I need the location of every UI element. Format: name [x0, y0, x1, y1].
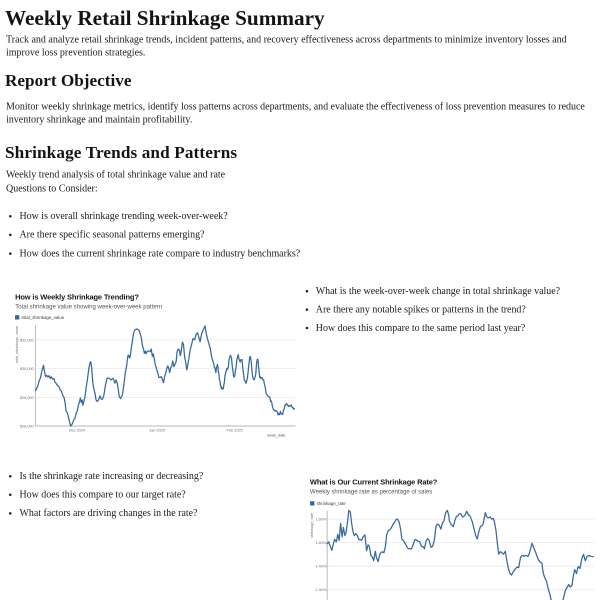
svg-text:$28,000: $28,000	[20, 395, 35, 400]
svg-text:inventory shrinkage and mainta: inventory shrinkage and maintain profita…	[6, 115, 192, 126]
svg-text:How does this compare to our t: How does this compare to our target rate…	[20, 490, 186, 501]
svg-text:total_shrinkage_value: total_shrinkage_value	[15, 326, 19, 363]
svg-text:How is overall shrinkage trend: How is overall shrinkage trending week-o…	[20, 211, 228, 222]
svg-text:Report Objective: Report Objective	[5, 71, 132, 90]
svg-text:1.40%: 1.40%	[315, 564, 326, 569]
svg-text:Questions to Consider:: Questions to Consider:	[6, 184, 98, 195]
svg-text:1.30%: 1.30%	[315, 587, 326, 592]
svg-text:Are there any notable spikes o: Are there any notable spikes or patterns…	[316, 304, 526, 315]
svg-text:Dec 2024: Dec 2024	[69, 427, 86, 432]
svg-text:How is Weekly Shrinkage Trendi: How is Weekly Shrinkage Trending?	[15, 292, 139, 301]
svg-text:Is the shrinkage rate increasi: Is the shrinkage rate increasing or decr…	[20, 471, 204, 482]
svg-text:total_shrinkage_value: total_shrinkage_value	[22, 315, 65, 320]
svg-text:1.50%: 1.50%	[315, 540, 326, 545]
svg-text:Feb 2025: Feb 2025	[227, 427, 244, 432]
svg-text:1.60%: 1.60%	[315, 517, 326, 522]
svg-text:$30,000: $30,000	[20, 366, 35, 371]
svg-text:improve loss prevention strate: improve loss prevention strategies.	[6, 48, 145, 59]
svg-text:$32,000: $32,000	[20, 337, 35, 342]
svg-text:How does this compare to the s: How does this compare to the same period…	[316, 323, 525, 334]
svg-text:Are there specific seasonal pa: Are there specific seasonal patterns eme…	[20, 230, 205, 241]
svg-text:Weekly Retail Shrinkage Summar: Weekly Retail Shrinkage Summary	[5, 6, 325, 30]
svg-text:What is Our Current Shrinkage: What is Our Current Shrinkage Rate?	[310, 478, 438, 487]
svg-text:shrinkage_rate: shrinkage_rate	[310, 513, 314, 538]
svg-text:$26,000: $26,000	[20, 424, 35, 429]
svg-text:shrinkage_rate: shrinkage_rate	[317, 501, 347, 506]
svg-text:Weekly shrinkage rate as perce: Weekly shrinkage rate as percentage of s…	[310, 490, 432, 496]
svg-text:Shrinkage Trends and Patterns: Shrinkage Trends and Patterns	[5, 143, 237, 162]
svg-text:Monitor weekly shrinkage metri: Monitor weekly shrinkage metrics, identi…	[6, 102, 585, 113]
svg-text:Total shrinkage value showing: Total shrinkage value showing week-over-…	[15, 304, 162, 310]
svg-text:Jan 2025: Jan 2025	[149, 427, 166, 432]
svg-text:What is the week-over-week cha: What is the week-over-week change in tot…	[316, 286, 560, 297]
svg-text:Weekly trend analysis of total: Weekly trend analysis of total shrinkage…	[6, 170, 226, 181]
svg-text:week_date: week_date	[267, 432, 286, 437]
svg-text:Track and analyze retail shrin: Track and analyze retail shrinkage trend…	[6, 35, 567, 46]
svg-text:How does the current shrinkage: How does the current shrinkage rate comp…	[20, 248, 301, 259]
svg-text:What factors are driving chang: What factors are driving changes in the …	[20, 508, 198, 519]
